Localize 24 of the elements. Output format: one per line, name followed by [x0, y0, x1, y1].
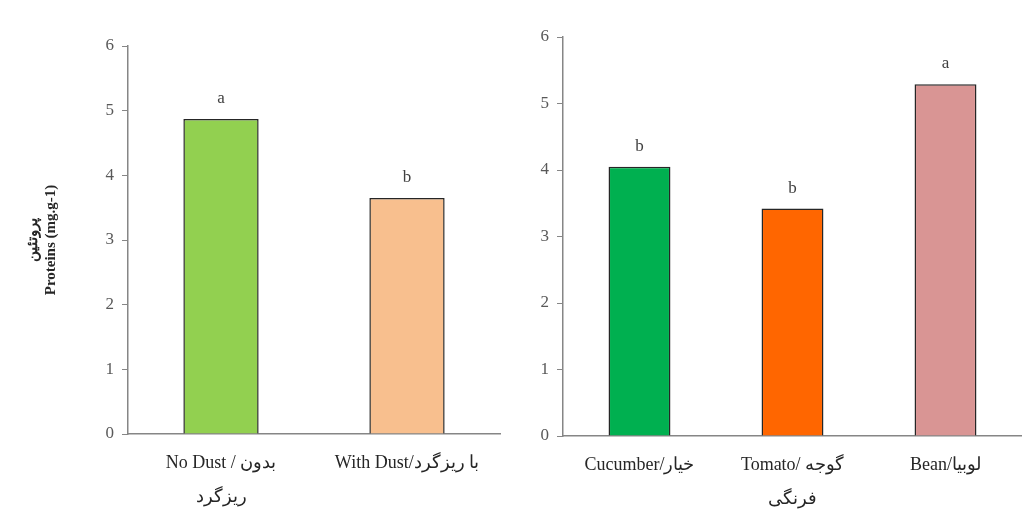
y-tick-label: 3: [105, 229, 114, 249]
y-tick-label: 6: [105, 35, 114, 55]
x-tick-label: With Dust/با ریزگرد: [334, 450, 480, 473]
y-tick-label: 2: [540, 292, 549, 312]
y-tick-label: 1: [540, 358, 549, 378]
x-tick-label: Cucumber/خیار: [584, 453, 695, 475]
data-label: b: [788, 177, 797, 197]
y-tick-label: 5: [540, 92, 549, 112]
y-tick-label: 0: [105, 423, 114, 443]
y-tick-label: 2: [105, 294, 114, 314]
y-tick-label: 0: [540, 425, 549, 445]
data-label: a: [941, 53, 950, 73]
data-label: b: [402, 166, 412, 186]
x-tick-label: Tomato/ گوجه فرنگی: [740, 452, 845, 510]
y-tick-label: 1: [105, 358, 114, 378]
y-tick-label: 4: [540, 159, 550, 179]
y-tick-label: 3: [540, 225, 549, 245]
y-tick-label: 6: [540, 26, 549, 46]
y-tick-label: 5: [105, 100, 114, 120]
data-label: b: [635, 135, 644, 155]
data-label: a: [217, 88, 226, 108]
y-tick-label: 4: [105, 164, 115, 184]
x-tick-label: No Dust / بدون ریزگرد: [165, 451, 277, 508]
x-tick-label: Bean/لوبیا: [910, 453, 981, 475]
